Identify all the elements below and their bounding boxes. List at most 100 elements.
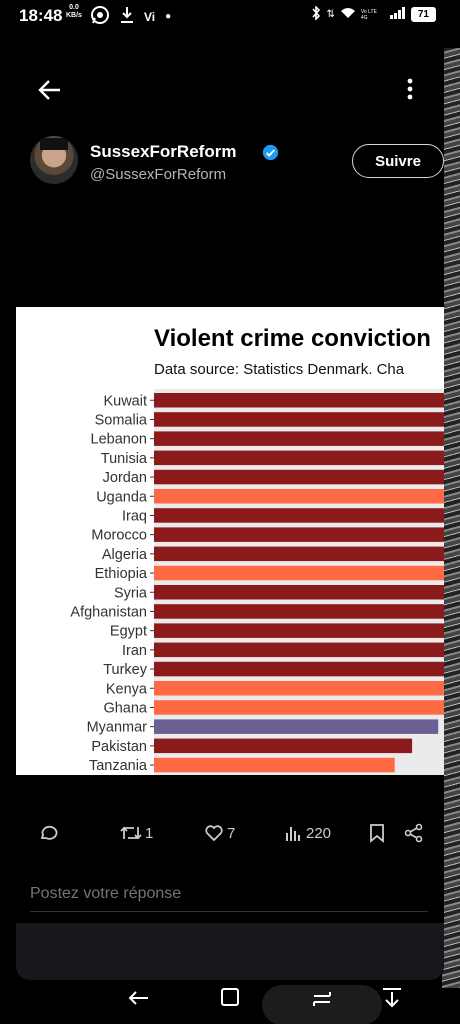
avatar[interactable] (30, 136, 78, 184)
background-app (442, 48, 460, 988)
views-button[interactable]: 220 (285, 823, 331, 843)
bar-tunisia (154, 450, 444, 466)
nav-hide-button[interactable] (374, 984, 410, 1014)
battery-indicator: 71 (410, 7, 436, 22)
chart-title: Violent crime conviction (154, 325, 431, 352)
bar-iran (154, 642, 444, 658)
nav-recents-icon (313, 992, 331, 1006)
retweet-button[interactable]: 1 (120, 823, 153, 843)
bar-pakistan (154, 738, 413, 754)
user-handle[interactable]: @SussexForReform (90, 166, 227, 183)
y-tick-label: Ethiopia (95, 566, 148, 582)
dot-icon: ● (165, 11, 172, 22)
bar-chart: Kuwait Somalia Lebanon Tunisia Jordan Uganda I… (70, 389, 444, 775)
bar-egypt (154, 623, 444, 638)
reply-input[interactable] (30, 880, 428, 908)
bar-ghana (154, 700, 444, 715)
nav-hide-icon (383, 988, 401, 1008)
y-tick-label: Syria (114, 585, 148, 601)
y-tick-label: Ghana (103, 700, 147, 716)
bluetooth-icon (311, 5, 321, 23)
signal-label: Vo LTE 4G (360, 8, 377, 21)
display-name[interactable]: SussexForReform (90, 142, 237, 161)
chart-subtitle: Data source: Statistics Denmark. Cha (154, 361, 405, 378)
network-speed: 0.0 KB/s (66, 4, 82, 19)
nav-back-icon (128, 991, 148, 1005)
lower-panel (16, 923, 444, 980)
bar-ethiopia (154, 565, 444, 581)
bar-iraq (154, 508, 444, 523)
follow-button[interactable]: Suivre (352, 144, 444, 178)
post-card: SussexForReform @SussexForReform Suivre … (16, 28, 444, 980)
y-tick-label: Pakistan (91, 739, 147, 755)
post-actions: 1 7 220 (16, 823, 444, 849)
status-time: 18:48 (19, 6, 63, 25)
nav-back-button[interactable] (122, 984, 158, 1014)
data-arrows-icon: ⇅ (326, 9, 335, 20)
reply-button[interactable] (38, 823, 58, 843)
bar-somalia (154, 412, 444, 427)
nav-recents-button[interactable] (304, 984, 340, 1014)
bar-jordan (154, 469, 444, 485)
heart-icon (205, 825, 223, 842)
y-tick-label: Tunisia (101, 451, 148, 467)
arrow-left-icon (38, 80, 60, 100)
bar-myanmar (154, 719, 439, 734)
reply-box (30, 880, 428, 912)
views-chart-icon (286, 827, 300, 841)
share-icon (404, 823, 423, 843)
retweet-icon (120, 826, 142, 840)
y-tick-label: Kenya (106, 681, 148, 697)
bar-syria (154, 585, 444, 600)
plot-background (154, 389, 444, 775)
bar-afghanistan (154, 604, 444, 619)
like-count: 7 (227, 824, 236, 842)
network-label: Vi (144, 9, 156, 24)
share-button[interactable] (404, 823, 424, 843)
y-tick-label: Afghanistan (70, 604, 147, 620)
y-tick-label: Morocco (91, 528, 147, 544)
like-button[interactable]: 7 (204, 823, 235, 843)
nav-home-button[interactable] (212, 984, 248, 1014)
nav-home-icon (221, 988, 239, 1006)
y-tick-label: Iran (122, 643, 147, 659)
download-icon (120, 6, 134, 27)
verified-badge-icon (262, 144, 279, 161)
bar-algeria (154, 546, 444, 562)
bar-turkey (154, 661, 444, 677)
y-tick-label: Myanmar (87, 720, 148, 736)
y-tick-label: Jordan (103, 470, 147, 486)
more-vertical-icon (407, 78, 413, 100)
views-count: 220 (306, 824, 332, 842)
y-tick-label: Lebanon (91, 432, 147, 448)
status-bar: 18:48 0.0 KB/s Vi ● ⇅ Vo LTE 4G 71 (0, 0, 460, 30)
y-tick-label: Iraq (122, 508, 147, 524)
bookmark-button[interactable] (368, 823, 386, 843)
bookmark-icon (370, 824, 384, 843)
bar-morocco (154, 527, 444, 542)
y-tick-label: Algeria (102, 547, 148, 563)
post-author: SussexForReform @SussexForReform Suivre (30, 136, 444, 186)
system-nav-bar (0, 980, 460, 1024)
post-image-chart[interactable]: Violent crime conviction Data source: St… (16, 307, 444, 775)
bar-kuwait (154, 393, 444, 408)
signal-bars-icon (389, 7, 406, 22)
wifi-icon (340, 7, 356, 22)
top-bar (16, 68, 444, 108)
bar-lebanon (154, 431, 444, 446)
bar-tanzania (154, 757, 395, 773)
whatsapp-icon (90, 5, 110, 28)
more-options-button[interactable] (402, 76, 418, 104)
y-tick-label: Tanzania (89, 758, 148, 774)
bar-uganda (154, 489, 444, 504)
bar-kenya (154, 681, 444, 696)
back-button[interactable] (36, 76, 64, 104)
retweet-count: 1 (145, 824, 154, 842)
y-tick-label: Egypt (110, 624, 147, 640)
y-tick-label: Kuwait (103, 393, 147, 409)
reply-icon (40, 825, 58, 840)
y-tick-label: Turkey (103, 662, 148, 678)
nav-gesture-pill (262, 985, 382, 1024)
y-tick-label: Somalia (95, 412, 148, 428)
y-tick-label: Uganda (96, 489, 148, 505)
